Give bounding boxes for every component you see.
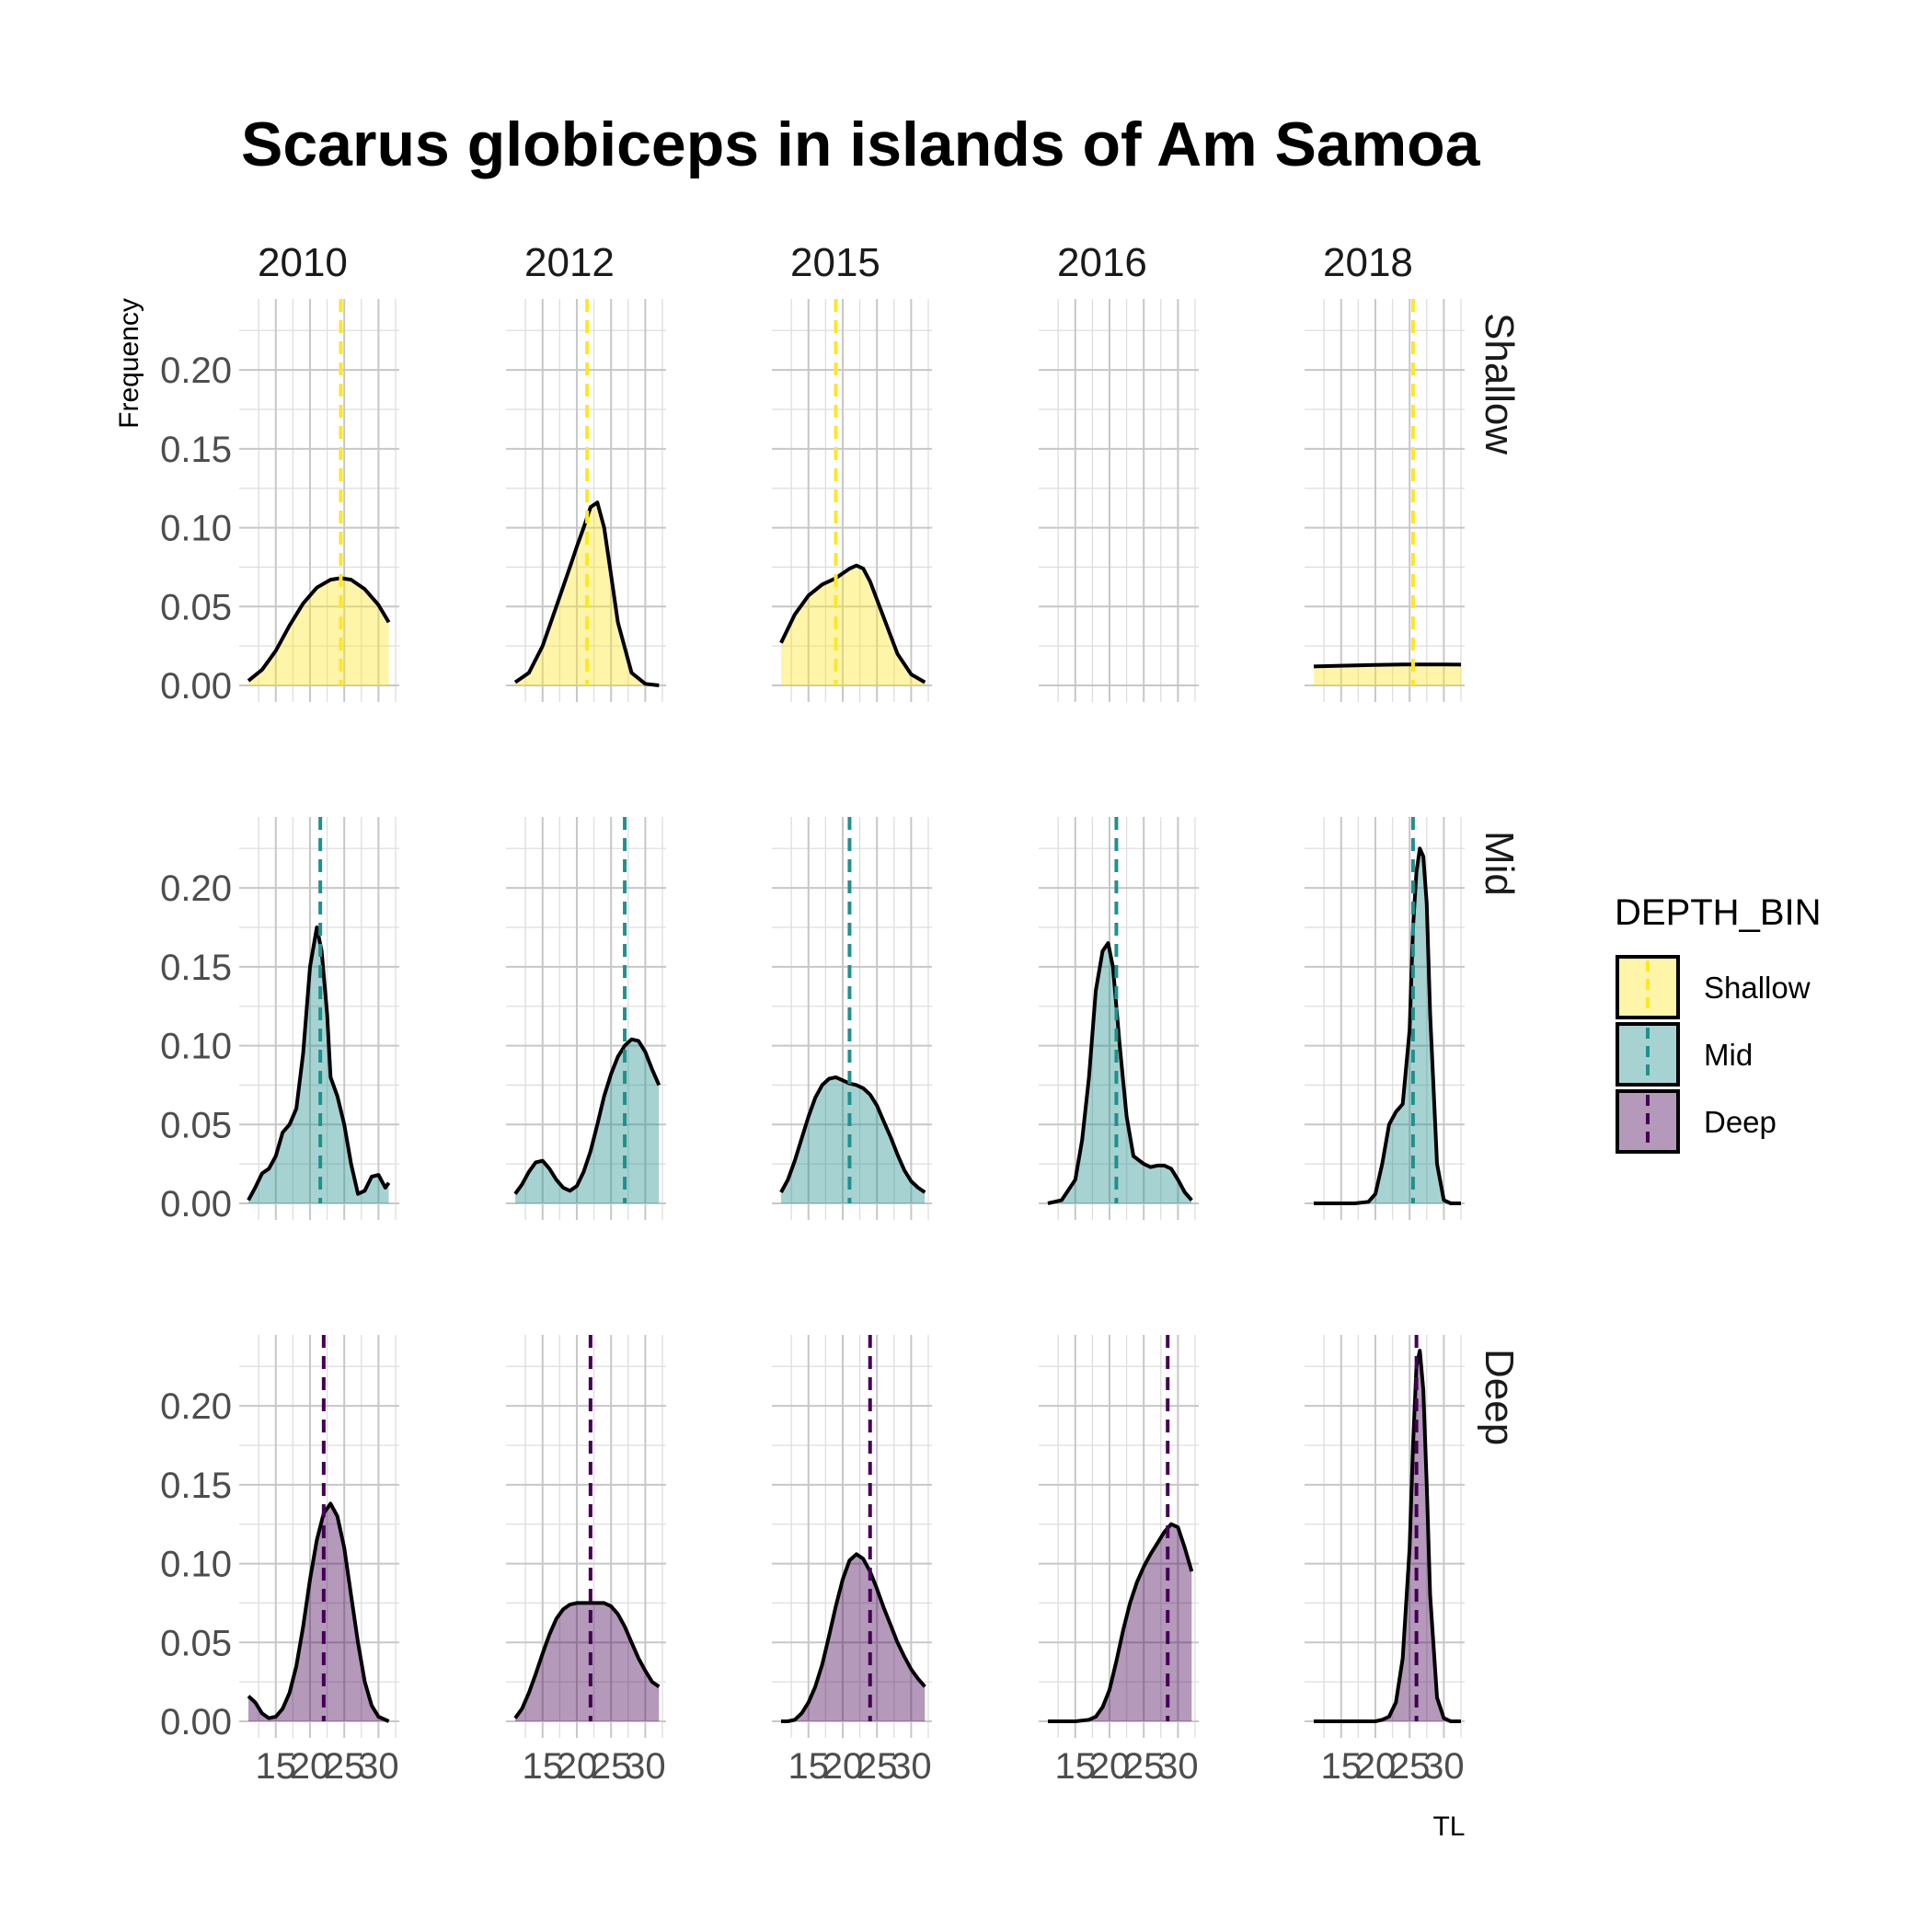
strip-label-row: Deep [1477, 1349, 1522, 1445]
density-curve [513, 500, 660, 687]
x-tick-label: 25 [857, 1746, 898, 1787]
x-tick-label: 15 [1055, 1746, 1097, 1787]
x-tick-label: 15 [788, 1746, 830, 1787]
chart-title: Scarus globiceps in islands of Am Samoa [241, 109, 1481, 179]
x-axis-label: TL [1432, 1811, 1465, 1842]
x-tick-label: 20 [557, 1746, 598, 1787]
density-area [248, 578, 389, 685]
x-tick-label: 30 [358, 1746, 399, 1787]
density-area [515, 1603, 660, 1721]
density-area [515, 502, 660, 685]
x-tick-label: 30 [1157, 1746, 1199, 1787]
y-axis-label: Frequency [114, 298, 144, 429]
y-tick-label: 0.05 [160, 1105, 232, 1145]
density-curve [247, 576, 391, 683]
y-tick-label: 0.15 [160, 948, 232, 988]
panel-mid-2018 [1305, 817, 1465, 1220]
density-area [1048, 1524, 1192, 1721]
panel-deep-2015 [772, 1335, 932, 1738]
panel-shallow-2010 [239, 299, 399, 702]
x-tick-label: 15 [1321, 1746, 1363, 1787]
strip-label-col: 2015 [790, 240, 880, 285]
strip-label-col: 2012 [524, 240, 615, 285]
x-tick-label: 25 [591, 1746, 632, 1787]
panel-deep-2012 [506, 1335, 666, 1738]
panel-deep-2010 [239, 1335, 399, 1738]
strip-label-row: Shallow [1477, 313, 1522, 454]
y-tick-label: 0.05 [160, 587, 232, 627]
density-area [1314, 848, 1461, 1203]
legend-item-deep: Deep [1616, 1089, 1777, 1154]
panel-mid-2016 [1039, 817, 1199, 1220]
density-curve [1048, 1522, 1194, 1723]
legend-label: Mid [1704, 1038, 1753, 1072]
y-tick-label: 0.15 [160, 1466, 232, 1506]
strip-label-col: 2018 [1323, 240, 1413, 285]
density-curve [1047, 941, 1193, 1205]
panel-shallow-2016 [1039, 299, 1199, 702]
panel-deep-2016 [1039, 1335, 1199, 1738]
x-tick-label: 15 [256, 1746, 297, 1787]
strip-label-col: 2010 [258, 240, 348, 285]
y-tick-label: 0.05 [160, 1623, 232, 1663]
legend-item-shallow: Shallow [1616, 955, 1811, 1019]
legend-label: Deep [1704, 1105, 1777, 1139]
x-tick-label: 20 [822, 1746, 864, 1787]
density-curve [781, 1552, 926, 1723]
y-tick-label: 0.10 [160, 1027, 232, 1067]
x-tick-label: 20 [1355, 1746, 1397, 1787]
density-curve [1314, 1349, 1461, 1723]
panel-mid-2012 [506, 817, 666, 1220]
panel-shallow-2012 [506, 299, 666, 702]
y-tick-label: 0.00 [160, 1184, 232, 1225]
x-tick-label: 25 [1123, 1746, 1165, 1787]
density-area [515, 1039, 660, 1203]
legend: DEPTH_BIN Shallow Mid Deep [1615, 892, 1822, 1154]
x-tick-label: 30 [625, 1746, 666, 1787]
density-curve [513, 1037, 661, 1195]
x-tick-label: 25 [324, 1746, 365, 1787]
density-curve [247, 1501, 390, 1723]
strip-label-col: 2016 [1057, 240, 1147, 285]
y-tick-label: 0.20 [160, 1386, 232, 1427]
x-tick-label: 20 [1089, 1746, 1131, 1787]
panel-mid-2010 [239, 817, 399, 1220]
legend-item-mid: Mid [1616, 1022, 1753, 1087]
y-tick-label: 0.20 [160, 351, 232, 391]
y-tick-label: 0.00 [160, 666, 232, 707]
y-tick-label: 0.10 [160, 1545, 232, 1585]
density-curve [513, 1601, 661, 1719]
legend-label: Shallow [1704, 971, 1811, 1005]
panel-mid-2015 [772, 817, 932, 1220]
panel-shallow-2018 [1305, 299, 1465, 702]
density-area [781, 1076, 926, 1203]
density-area [248, 1503, 389, 1721]
x-tick-label: 20 [290, 1746, 331, 1787]
x-tick-label: 30 [891, 1746, 932, 1787]
density-curve [1313, 662, 1462, 669]
density-area [1314, 664, 1461, 685]
facet-panels: 0.00 0.05 0.10 0.15 0.20 0.00 0.05 0.10 0.15 0.20… [160, 240, 1522, 1787]
panel-deep-2018 [1305, 1335, 1465, 1738]
density-curve [1314, 846, 1461, 1205]
x-tick-label: 25 [1389, 1746, 1431, 1787]
x-tick-label: 30 [1423, 1746, 1465, 1787]
x-tick-label: 15 [523, 1746, 564, 1787]
y-tick-label: 0.20 [160, 868, 232, 909]
density-curve [779, 563, 926, 684]
y-tick-label: 0.00 [160, 1702, 232, 1742]
density-curve [779, 1075, 926, 1194]
y-tick-label: 0.15 [160, 430, 232, 470]
density-area [781, 565, 926, 685]
y-tick-label: 0.10 [160, 509, 232, 549]
strip-label-row: Mid [1477, 831, 1522, 896]
legend-title: DEPTH_BIN [1615, 892, 1822, 933]
density-area [781, 1554, 926, 1721]
panel-shallow-2015 [772, 299, 932, 702]
